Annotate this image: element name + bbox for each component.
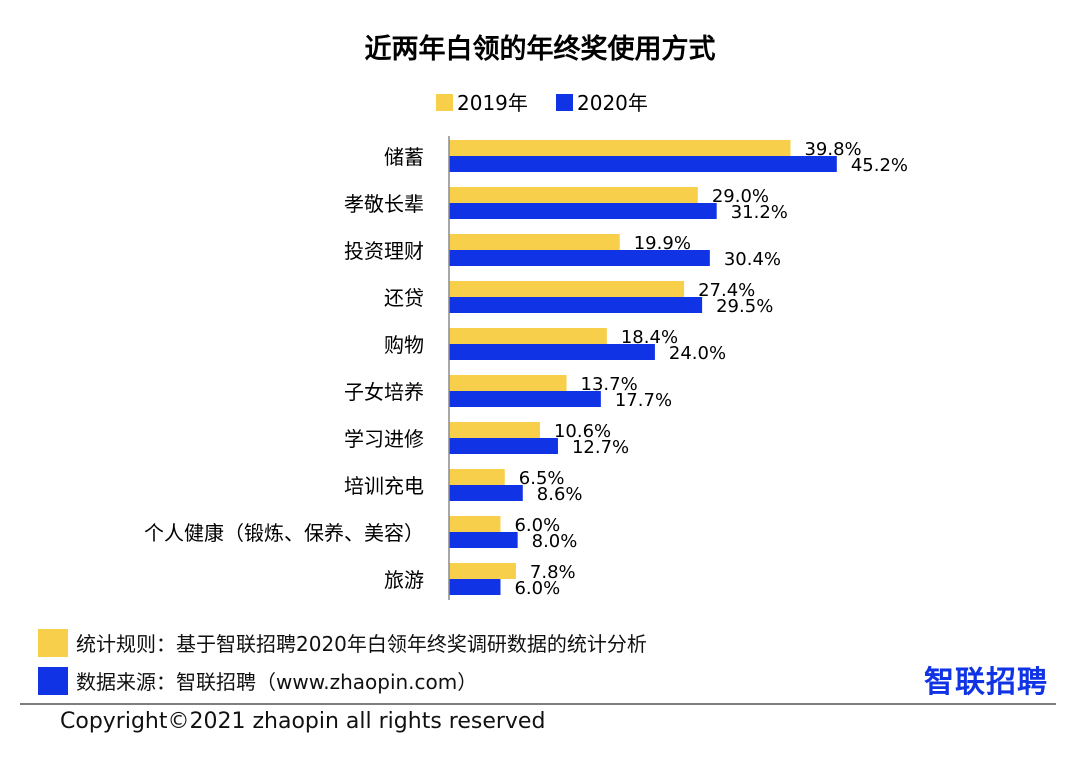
bar-2019年: [449, 375, 567, 391]
legend-swatch: [436, 94, 453, 111]
bar-2020年: [449, 438, 558, 454]
divider: [20, 703, 1056, 705]
data-label: 24.0%: [669, 343, 726, 364]
bar-2020年: [449, 156, 837, 172]
footnote-rule-swatch: [38, 628, 68, 657]
bar-2019年: [449, 328, 607, 344]
brand-logo: 智联招聘: [924, 665, 1048, 700]
data-label: 8.0%: [532, 531, 578, 552]
bar-2019年: [449, 187, 698, 203]
data-label: 19.9%: [634, 233, 691, 254]
data-label: 45.2%: [851, 155, 908, 176]
bar-2019年: [449, 140, 791, 156]
category-label: 培训充电: [344, 474, 424, 498]
chart: 近两年白领的年终奖使用方式 2019年 2020年 储蓄 39.8%45.2% 孝敬长…: [144, 33, 908, 600]
bar-2020年: [449, 485, 523, 501]
data-label: 39.8%: [804, 139, 861, 160]
data-label: 6.0%: [514, 515, 560, 536]
category-label: 个人健康（锻炼、保养、美容）: [144, 521, 424, 545]
legend-swatch: [556, 94, 573, 111]
bar-2020年: [449, 203, 717, 219]
data-label: 13.7%: [581, 374, 638, 395]
category-label: 投资理财: [344, 239, 424, 263]
category-label: 旅游: [384, 568, 424, 592]
data-label: 8.6%: [537, 484, 583, 505]
bar-2020年: [449, 532, 518, 548]
data-label: 29.0%: [712, 186, 769, 207]
category-label: 储蓄: [384, 145, 424, 169]
data-label: 31.2%: [731, 202, 788, 223]
data-label: 30.4%: [724, 249, 781, 270]
data-label: 18.4%: [621, 327, 678, 348]
legend-entry: 2020年: [577, 91, 648, 115]
bar-2019年: [449, 516, 501, 532]
data-label: 7.8%: [530, 562, 576, 583]
footnote-source-swatch: [38, 666, 68, 695]
data-label: 29.5%: [716, 296, 773, 317]
data-label: 27.4%: [698, 280, 755, 301]
footnote-rule-text: 统计规则：基于智联招聘2020年白领年终奖调研数据的统计分析: [76, 632, 647, 656]
category-label: 子女培养: [344, 380, 424, 404]
bars-group: 储蓄 39.8%45.2% 孝敬长辈 29.0%31.2% 投资理财 19.9% 30.4%…: [144, 139, 908, 599]
footnote-rule: 统计规则：基于智联招聘2020年白领年终奖调研数据的统计分析: [38, 628, 647, 657]
category-label: 学习进修: [344, 427, 424, 451]
bar-2020年: [449, 297, 703, 313]
category-label: 还贷: [384, 286, 424, 310]
bar-2019年: [449, 281, 685, 297]
footnote-source: 数据来源：智联招聘（www.zhaopin.com）: [38, 666, 477, 695]
bar-2020年: [449, 579, 501, 595]
legend: 2019年 2020年: [436, 91, 648, 115]
data-label: 12.7%: [572, 437, 629, 458]
bar-2020年: [449, 250, 710, 266]
data-label: 6.5%: [519, 468, 565, 489]
chart-title: 近两年白领的年终奖使用方式: [365, 33, 716, 65]
bar-2020年: [449, 391, 601, 407]
bar-2019年: [449, 563, 516, 579]
data-label: 6.0%: [514, 578, 560, 599]
category-label: 孝敬长辈: [344, 192, 424, 216]
bar-2020年: [449, 344, 655, 360]
category-label: 购物: [384, 333, 424, 357]
data-label: 17.7%: [615, 390, 672, 411]
bar-2019年: [449, 234, 620, 250]
bar-2019年: [449, 422, 540, 438]
copyright-text: Copyright©2021 zhaopin all rights reserv…: [60, 709, 546, 734]
footnote-source-text: 数据来源：智联招聘（www.zhaopin.com）: [76, 670, 478, 694]
legend-entry: 2019年: [457, 91, 528, 115]
bar-2019年: [449, 469, 505, 485]
data-label: 10.6%: [554, 421, 611, 442]
